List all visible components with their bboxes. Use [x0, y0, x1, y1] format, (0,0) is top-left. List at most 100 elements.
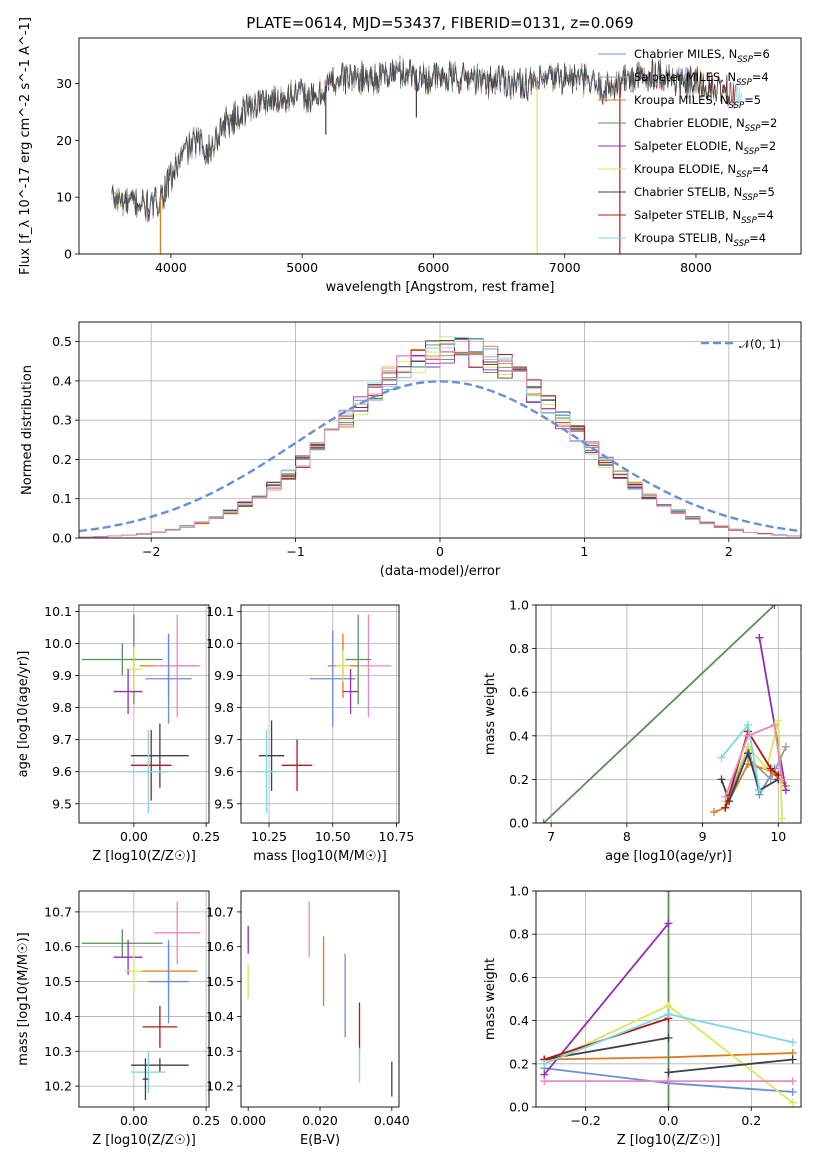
error-bar — [258, 720, 285, 791]
tick-label-x: 7000 — [549, 260, 581, 275]
weight-marker — [788, 1055, 797, 1064]
weight-line — [668, 1058, 793, 1074]
weight-marker — [664, 891, 673, 895]
tick-label-y: 0.8 — [509, 641, 529, 656]
weight-marker — [717, 753, 726, 762]
x-axis-label: Z [log10(Z/Z☉)] — [617, 1133, 721, 1148]
weight-marker — [709, 808, 718, 817]
weight-marker — [788, 1077, 797, 1086]
legend: Chabrier MILES, NSSP=6 Salpeter MILES, NS… — [598, 47, 777, 249]
axes-frame — [78, 604, 210, 824]
weight-marker — [540, 1077, 549, 1086]
tick-label-y: 9.5 — [52, 796, 72, 811]
plot-area — [247, 901, 393, 1097]
y-axis-label: age [log10(age/yr)] — [16, 651, 31, 778]
weight-marker — [778, 814, 787, 823]
weight-line — [724, 729, 779, 808]
weight-marker — [744, 720, 752, 729]
error-bar — [131, 723, 189, 788]
tick-label-y: 0.2 — [509, 1056, 529, 1071]
histogram-step — [79, 351, 801, 538]
tick-label-y: 10.3 — [44, 1044, 72, 1059]
weight-marker — [744, 731, 752, 740]
axes-frame — [535, 890, 802, 1108]
tick-label-x: −1 — [286, 544, 304, 559]
legend-entry: Salpeter ELODIE, NSSP=2 — [634, 139, 776, 157]
tick-label-y: 0.3 — [52, 413, 72, 428]
weight-marker — [717, 775, 726, 784]
tick-label-y: 10.7 — [44, 904, 72, 919]
tick-label-x: 0.040 — [374, 1113, 410, 1128]
tick-label-y: 10.4 — [44, 1009, 72, 1024]
error-bar — [256, 730, 277, 814]
error-bar — [148, 939, 189, 1024]
plot-area — [256, 614, 392, 814]
legend-entry: Chabrier STELIB, NSSP=5 — [634, 185, 775, 203]
weight-marker — [664, 1033, 673, 1042]
error-bar — [131, 1051, 166, 1094]
weight-marker — [778, 775, 787, 784]
tick-label-x: 8 — [623, 829, 631, 844]
tick-label-y: 10.6 — [206, 939, 234, 954]
error-bar — [113, 669, 143, 714]
tick-label-y: 9.9 — [52, 668, 72, 683]
panel-residuals: −2 −1 0 1 2 0.0 0.1 0.2 0.3 0.4 0.5 𝒩(0, 1) (data-mo… — [20, 321, 802, 579]
tick-label-y: 0.0 — [509, 816, 529, 831]
error-bar — [125, 950, 143, 993]
legend-entry: Salpeter MILES, NSSP=4 — [634, 70, 769, 88]
tick-label-y: 0.1 — [52, 491, 72, 506]
tick-label-x: 10 — [770, 829, 786, 844]
tick-label-y: 9.7 — [214, 732, 234, 747]
weight-marker — [781, 742, 790, 751]
plot-area — [79, 336, 801, 538]
tick-label-y: 0.4 — [509, 1013, 529, 1028]
tick-label-x: −0.2 — [571, 1113, 601, 1128]
weight-marker — [540, 1059, 549, 1068]
plot-area — [81, 901, 201, 1101]
error-bar — [142, 1005, 178, 1048]
tick-label-y: 0.0 — [509, 1100, 529, 1115]
tick-label-y: 10.7 — [206, 904, 234, 919]
panel-age-vs-mass: 10.25 10.50 10.75 9.5 9.6 9.7 9.8 9.9 10.0 10.1 ma… — [206, 604, 414, 864]
error-bar — [81, 929, 163, 958]
axes-frame — [78, 321, 802, 539]
panel-weight-vs-Z: −0.2 0.0 0.2 0.0 0.2 0.4 0.6 0.8 1.0 Z [log10(Z/Z… — [483, 884, 802, 1148]
tick-label-x: 0.00 — [120, 1113, 148, 1128]
tick-label-y: 10.2 — [206, 1079, 234, 1094]
x-axis-label: age [log10(age/yr)] — [605, 849, 732, 864]
error-bar — [345, 614, 371, 705]
plot-area — [540, 891, 797, 1107]
panel-age-vs-Z: 0.00 0.25 9.5 9.6 9.7 9.8 9.9 10.0 10.1 Z [log10(… — [16, 604, 220, 864]
panel-mass-vs-EBV: 0.000 0.020 0.040 10.2 10.3 10.4 10.5 10.6 10.7 E… — [206, 890, 410, 1148]
legend-entry: Kroupa ELODIE, NSSP=4 — [634, 162, 769, 180]
tick-label-y: 0 — [64, 247, 72, 262]
weight-marker — [664, 919, 673, 928]
tick-label-x: 0.0 — [659, 1113, 679, 1128]
tick-label-y: 9.9 — [214, 668, 234, 683]
legend-entry: Chabrier MILES, NSSP=6 — [634, 47, 770, 65]
weight-marker — [788, 1087, 797, 1096]
tick-label-x: 10.50 — [315, 829, 351, 844]
plot-area — [81, 614, 201, 814]
tick-label-x: 0.2 — [741, 1113, 761, 1128]
tick-label-y: 10.6 — [44, 939, 72, 954]
tick-label-y: 9.5 — [214, 796, 234, 811]
tick-label-y: 1.0 — [509, 598, 529, 613]
tick-label-x: 0.00 — [120, 829, 148, 844]
error-bar — [154, 901, 201, 965]
x-axis-label: Z [log10(Z/Z☉)] — [92, 1133, 196, 1148]
tick-label-x: 6000 — [418, 260, 450, 275]
legend-entry: Chabrier ELODIE, NSSP=2 — [634, 116, 777, 134]
tick-label-x: 9 — [699, 829, 707, 844]
error-bar — [128, 730, 169, 814]
weight-marker — [664, 1010, 673, 1019]
tick-label-y: 0.6 — [509, 685, 529, 700]
tick-label-x: 0.020 — [302, 1113, 338, 1128]
weight-line — [542, 605, 776, 823]
error-bar — [81, 643, 163, 676]
tick-label-x: 0.000 — [230, 1113, 266, 1128]
tick-label-y: 30 — [56, 76, 72, 91]
error-bar — [309, 630, 356, 727]
